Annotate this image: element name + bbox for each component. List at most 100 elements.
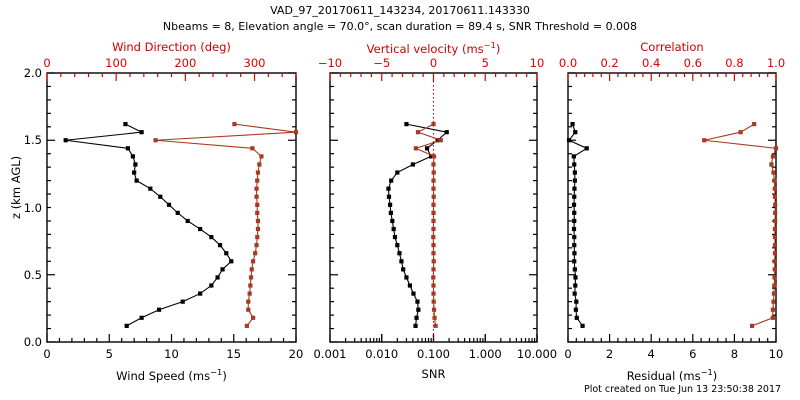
- data-point: [431, 154, 437, 159]
- data-point: [250, 146, 255, 151]
- top-axis-tick-label: 0.2: [600, 56, 619, 70]
- data-point: [134, 178, 139, 183]
- data-point: [156, 307, 162, 312]
- data-point: [431, 186, 436, 191]
- data-point: [572, 162, 577, 167]
- data-point: [770, 307, 775, 312]
- bottom-axis-label: Wind Speed (ms−1): [116, 367, 227, 383]
- data-point: [248, 283, 253, 288]
- data-point: [404, 122, 409, 127]
- top-axis-tick-label: 100: [105, 56, 128, 70]
- data-point: [395, 243, 400, 248]
- data-point: [772, 275, 777, 280]
- data-point: [249, 267, 254, 272]
- data-point: [175, 210, 180, 215]
- top-axis-tick-label: 200: [174, 56, 197, 70]
- bottom-axis-tick-label: 0: [43, 347, 51, 361]
- data-point: [572, 210, 577, 215]
- data-point: [395, 170, 400, 175]
- data-point: [431, 283, 436, 288]
- data-point: [254, 194, 259, 199]
- data-point: [773, 202, 778, 207]
- data-point: [139, 130, 144, 135]
- data-point: [259, 154, 264, 159]
- data-point: [390, 218, 395, 224]
- data-point: [415, 299, 420, 304]
- series-line: [568, 123, 588, 327]
- data-point: [139, 315, 144, 320]
- data-point: [386, 186, 391, 191]
- series-line: [155, 123, 297, 327]
- data-point: [772, 178, 777, 183]
- data-point: [435, 138, 440, 143]
- bottom-axis-tick-label: 0.010: [365, 347, 399, 361]
- data-point: [769, 162, 774, 167]
- data-point: [180, 299, 185, 304]
- series-wind-speed: [63, 122, 234, 328]
- data-point: [574, 299, 579, 304]
- data-point: [251, 315, 256, 320]
- top-axis-label: Vertical velocity (ms−1): [366, 40, 501, 56]
- data-point: [429, 154, 434, 159]
- top-axis-tick-label: 0: [43, 56, 51, 70]
- bottom-axis-label: SNR: [421, 367, 446, 381]
- data-point: [391, 226, 396, 232]
- data-point: [407, 283, 413, 288]
- bottom-axis-tick-label: 10: [768, 347, 784, 361]
- top-axis-tick-label: 5: [481, 56, 489, 70]
- bottom-axis-tick-label: 0: [564, 347, 572, 361]
- top-axis-label: Wind Direction (deg): [112, 40, 231, 54]
- bottom-axis-tick-label: 0.100: [417, 347, 450, 361]
- data-point: [572, 267, 577, 272]
- data-point: [148, 186, 153, 191]
- data-point: [424, 146, 430, 151]
- data-point: [416, 307, 421, 312]
- data-point: [572, 291, 577, 296]
- data-point: [572, 178, 577, 183]
- data-point: [574, 315, 579, 320]
- data-point: [570, 122, 575, 127]
- data-point: [431, 307, 437, 312]
- bottom-axis-tick-label: 5: [105, 347, 113, 361]
- data-point: [401, 267, 406, 272]
- bottom-axis-tick-label: 1.000: [468, 347, 502, 361]
- top-axis-tick-label: −5: [373, 56, 391, 70]
- data-point: [251, 259, 256, 264]
- data-point: [224, 251, 229, 256]
- data-point: [771, 299, 776, 304]
- bottom-axis-tick-label: 4: [647, 347, 655, 361]
- data-point: [431, 226, 436, 232]
- data-point: [431, 291, 436, 296]
- data-point: [571, 226, 577, 232]
- bottom-axis-tick-label: 0.001: [313, 347, 347, 361]
- data-point: [572, 234, 577, 240]
- data-point: [132, 170, 137, 175]
- data-point: [752, 122, 757, 127]
- data-point: [133, 162, 138, 167]
- series-correlation: [702, 122, 779, 328]
- series-line: [65, 123, 232, 327]
- data-point: [573, 275, 578, 280]
- bottom-axis-tick-label: 10.000: [516, 347, 558, 361]
- data-point: [198, 226, 203, 232]
- data-point: [571, 154, 576, 159]
- top-axis-tick-label: 0.0: [558, 56, 578, 70]
- data-point: [571, 202, 577, 207]
- data-point: [772, 267, 777, 272]
- data-point: [255, 202, 260, 207]
- data-point: [397, 251, 402, 256]
- data-point: [388, 202, 393, 207]
- data-point: [749, 323, 755, 328]
- bottom-axis-tick-label: 2: [605, 347, 614, 361]
- top-axis-tick-label: 0.8: [725, 56, 744, 70]
- data-point: [198, 291, 203, 296]
- data-point: [773, 218, 778, 224]
- data-point: [125, 146, 131, 151]
- data-point: [738, 130, 743, 135]
- data-point: [185, 218, 190, 224]
- data-point: [431, 234, 436, 240]
- data-point: [580, 323, 585, 328]
- data-point: [389, 178, 394, 183]
- data-point: [438, 138, 443, 143]
- data-point: [572, 243, 577, 248]
